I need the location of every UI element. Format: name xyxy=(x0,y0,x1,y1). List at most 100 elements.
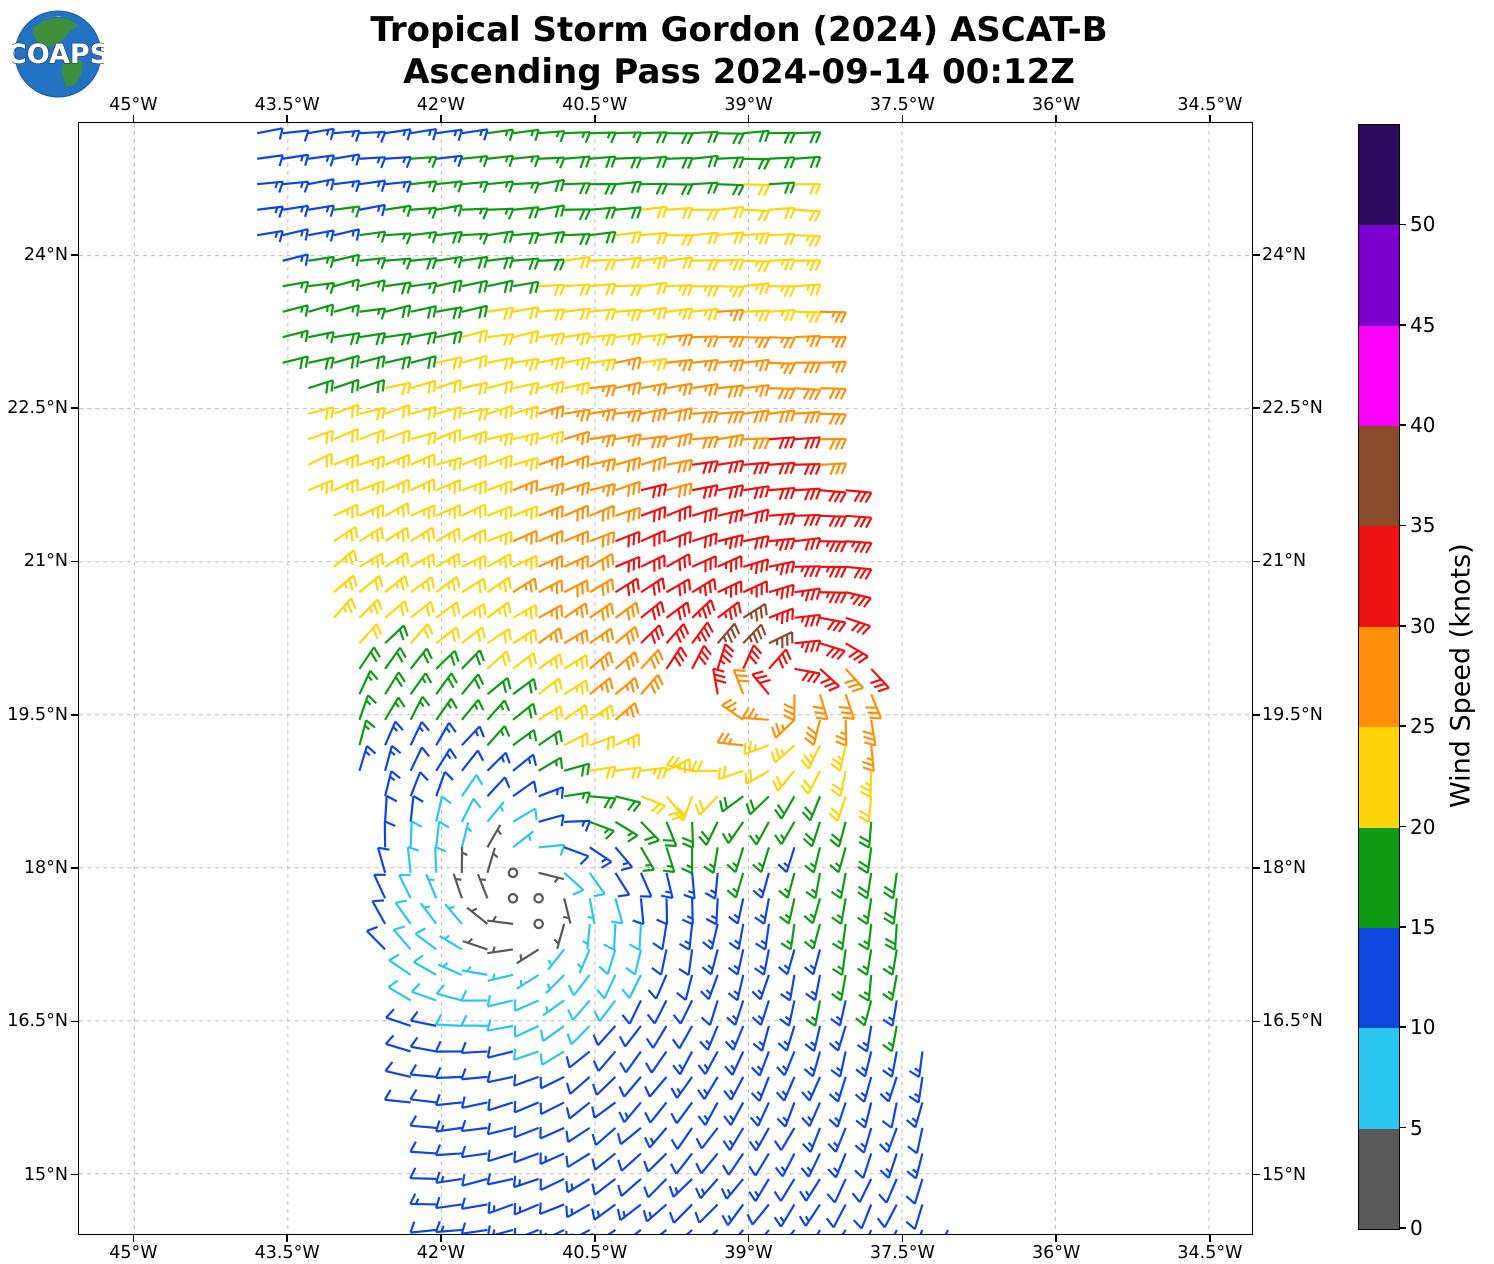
wind-barb xyxy=(728,898,745,925)
wind-barb xyxy=(563,679,589,696)
wind-barb xyxy=(794,155,822,169)
wind-barb xyxy=(589,820,615,840)
wind-barb xyxy=(460,1014,488,1027)
wind-barb xyxy=(665,755,693,772)
y-tick-label-right-1: 22.5°N xyxy=(1262,398,1323,419)
wind-barb xyxy=(538,871,565,884)
wind-barb xyxy=(854,1076,873,1103)
wind-barb xyxy=(830,1000,847,1027)
wind-barb xyxy=(591,1127,617,1146)
colorbar-segment-15-20 xyxy=(1359,827,1399,928)
wind-barb xyxy=(819,412,847,426)
wind-barb xyxy=(589,206,617,220)
wind-barb xyxy=(704,872,719,900)
wind-barb xyxy=(513,1024,540,1038)
wind-barb xyxy=(563,481,591,496)
wind-barb xyxy=(359,130,387,143)
x-tick-top-0 xyxy=(132,115,135,122)
colorbar-segment-20-25 xyxy=(1359,727,1399,828)
wind-barb xyxy=(591,1076,617,1096)
wind-barb xyxy=(640,306,668,320)
wind-barb xyxy=(589,704,615,721)
wind-barb xyxy=(359,355,386,370)
wind-barb xyxy=(615,795,642,813)
wind-barb xyxy=(640,648,664,670)
wind-barb xyxy=(516,948,540,965)
wind-barb xyxy=(307,429,334,445)
wind-barb xyxy=(717,765,744,781)
wind-barb xyxy=(882,974,898,1002)
wind-barb xyxy=(593,999,617,1022)
wind-barb xyxy=(512,330,540,344)
wind-barb xyxy=(565,1126,591,1143)
wind-barb xyxy=(883,898,898,926)
wind-barb xyxy=(856,1025,873,1053)
colorbar-tick-label-15: 15 xyxy=(1410,914,1436,939)
wind-barb xyxy=(819,462,847,476)
wind-barb xyxy=(743,309,771,322)
wind-barb xyxy=(282,180,310,193)
wind-barb xyxy=(589,627,615,645)
wind-barb xyxy=(908,1051,924,1079)
wind-barb xyxy=(857,923,873,951)
wind-barb xyxy=(743,336,771,349)
wind-barb xyxy=(435,626,461,645)
colorbar-tick-50 xyxy=(1399,223,1406,226)
wind-barb xyxy=(461,554,487,570)
wind-barb xyxy=(691,532,718,549)
figure-subtitle: Ascending Pass 2024-09-14 00:12Z xyxy=(403,52,1075,92)
wind-barb xyxy=(460,798,482,823)
wind-barb xyxy=(618,1025,642,1048)
wind-barb xyxy=(435,428,462,444)
wind-barb xyxy=(384,1034,411,1053)
wind-barb xyxy=(435,527,461,543)
wind-barb xyxy=(476,873,489,899)
wind-barb xyxy=(460,821,473,848)
y-tick-label-left-3: 19.5°N xyxy=(7,704,68,725)
wind-barb xyxy=(768,387,796,400)
wind-barb xyxy=(487,332,515,346)
wind-barb xyxy=(666,234,694,247)
wind-barb xyxy=(461,1174,488,1187)
wind-barb xyxy=(825,1203,847,1229)
wind-barb xyxy=(639,846,655,872)
colorbar-tick-label-20: 20 xyxy=(1410,814,1436,839)
x-tick-label-bottom-3: 40.5°W xyxy=(562,1243,628,1263)
colorbar-tick-label-5: 5 xyxy=(1410,1115,1423,1140)
wind-barb xyxy=(359,307,387,320)
wind-barb xyxy=(359,203,387,217)
wind-barb xyxy=(461,749,485,772)
wind-barb xyxy=(333,549,358,568)
y-tick-left-1 xyxy=(71,407,78,409)
y-tick-label-right-4: 18°N xyxy=(1262,858,1307,879)
wind-barb xyxy=(359,230,387,243)
wind-barb xyxy=(692,258,720,272)
y-tick-right-4 xyxy=(1253,867,1260,869)
colorbar-segment-30-35 xyxy=(1359,526,1399,627)
wind-barb xyxy=(905,1178,924,1205)
wind-barb xyxy=(697,1101,719,1126)
wind-barb xyxy=(434,845,447,873)
wind-barb xyxy=(409,647,433,670)
wind-barb xyxy=(691,555,717,573)
wind-barb xyxy=(830,770,847,798)
wind-barb xyxy=(905,1102,924,1129)
wind-barb xyxy=(384,647,407,670)
wind-barb xyxy=(409,1036,437,1053)
wind-barb xyxy=(435,1120,463,1133)
colorbar-axis-label: Wind Speed (knots) xyxy=(1445,543,1477,809)
wind-barb xyxy=(790,1229,796,1234)
wind-barb xyxy=(538,482,565,497)
wind-barb xyxy=(563,530,590,545)
wind-barb xyxy=(460,846,468,873)
wind-barb xyxy=(768,630,794,649)
wind-barb xyxy=(358,719,376,746)
wind-barb xyxy=(435,379,462,394)
wind-barb xyxy=(358,694,377,721)
colorbar-segment-25-30 xyxy=(1359,626,1399,728)
wind-barb xyxy=(640,673,664,695)
wind-barb xyxy=(882,1025,898,1053)
y-tick-left-6 xyxy=(71,1173,78,1176)
wind-barb xyxy=(770,744,796,764)
x-tick-bottom-7 xyxy=(1209,1235,1211,1242)
